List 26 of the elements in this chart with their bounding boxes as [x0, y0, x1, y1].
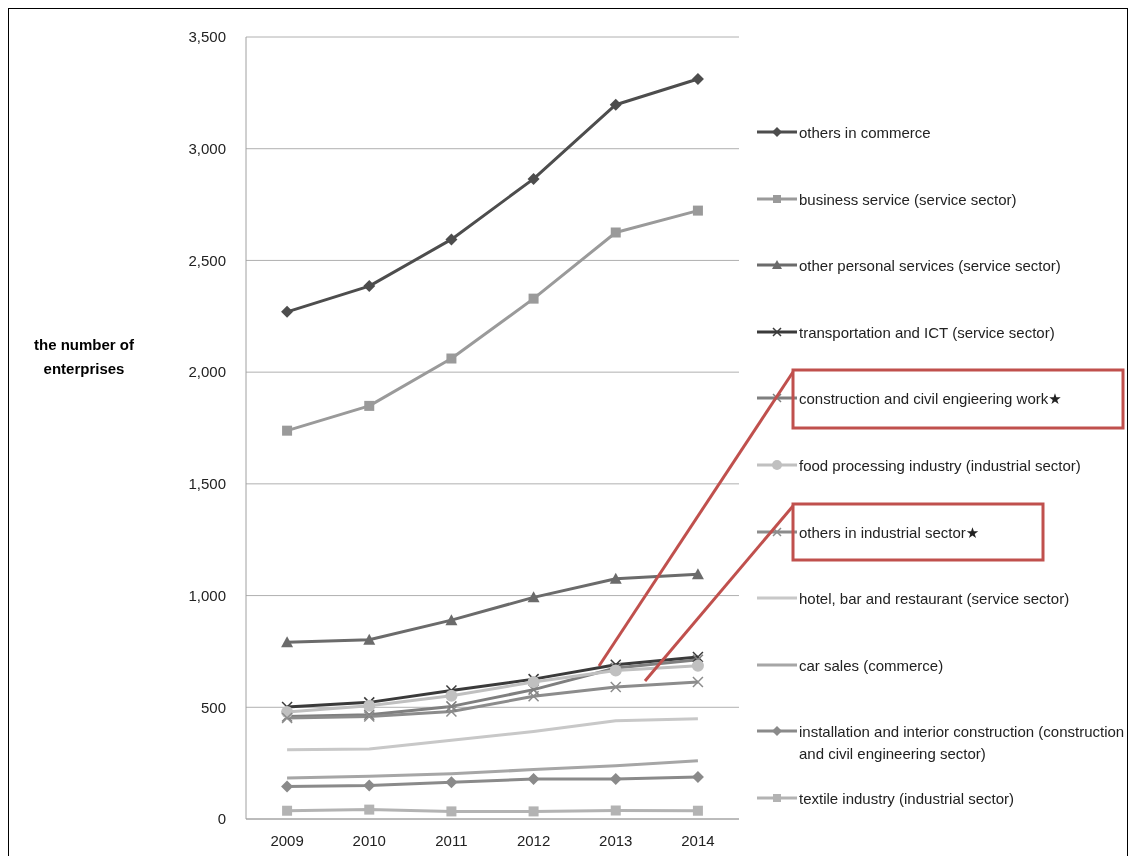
y-tick-label: 1,500 — [188, 475, 226, 493]
y-tick-label: 2,500 — [188, 251, 226, 269]
y-tick-label: 0 — [217, 810, 226, 828]
x-tick-label: 2013 — [599, 831, 633, 849]
legend-label: food processing industry (industrial sector) — [798, 455, 1082, 476]
x-tick-label: 2009 — [270, 831, 304, 849]
legend-label: business service (service sector) — [798, 189, 1018, 210]
x-tick-label: 2014 — [681, 831, 715, 849]
legend-label: construction and civil engieering work★ — [798, 389, 1063, 410]
x-tick-label: 2012 — [516, 831, 551, 849]
y-tick-label: 2,000 — [188, 363, 226, 381]
y-tick-label: 1,000 — [188, 586, 226, 604]
y-tick-label: 3,500 — [188, 28, 226, 46]
legend-label: installation and interior construction (construction and civil engineering sector) — [798, 722, 1126, 765]
y-tick-label: 3,000 — [188, 140, 226, 158]
y-axis-title: the number of enterprises — [33, 335, 135, 379]
legend-label: others in commerce — [798, 123, 932, 143]
x-tick-label: 2010 — [352, 831, 386, 849]
legend-label: transportation and ICT (service sector) — [798, 322, 1056, 343]
legend-label: other personal services (service sector) — [798, 256, 1062, 277]
legend-label: textile industry (industrial sector) — [798, 788, 1016, 809]
legend-label: hotel, bar and restaurant (service sector) — [798, 589, 1071, 610]
y-tick-label: 500 — [200, 698, 226, 716]
legend-label: others in industrial sector★ — [798, 522, 981, 543]
x-tick-label: 2011 — [435, 831, 468, 849]
legend-label: car sales (commerce) — [798, 655, 945, 676]
